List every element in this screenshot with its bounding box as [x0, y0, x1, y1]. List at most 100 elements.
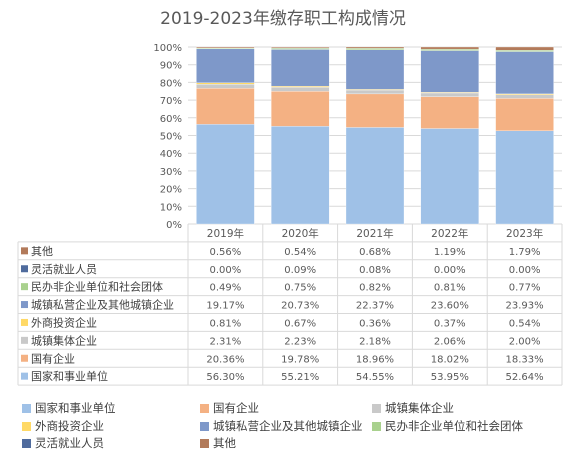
data-label: 23.60%	[431, 301, 469, 312]
data-label: 0.36%	[359, 319, 391, 330]
data-label: 56.30%	[206, 372, 244, 383]
data-label: 0.37%	[434, 319, 466, 330]
table-row-label: 城镇私营企业及其他城镇企业	[31, 298, 174, 312]
data-label: 0.75%	[284, 283, 316, 294]
y-tick-label: 60%	[160, 114, 182, 125]
bar-segment	[346, 90, 404, 94]
data-label: 2.06%	[434, 336, 466, 347]
chart-title: 2019-2023年缴存职工构成情况	[160, 9, 406, 29]
y-tick-label: 0%	[166, 220, 182, 231]
data-label: 0.00%	[210, 265, 242, 276]
table-row-label: 国有企业	[31, 351, 75, 365]
data-label: 22.37%	[356, 301, 394, 312]
table-legend-key	[21, 337, 28, 344]
data-label: 0.54%	[284, 247, 316, 258]
bar-segment	[271, 91, 329, 126]
legend-entry: 灵活就业人员	[35, 436, 104, 450]
y-tick-label: 80%	[160, 78, 182, 89]
data-label: 54.55%	[356, 372, 394, 383]
table-row-label: 国家和事业单位	[31, 369, 108, 383]
table-legend-key	[21, 265, 28, 272]
y-tick-label: 90%	[160, 61, 182, 72]
data-label: 0.09%	[284, 265, 316, 276]
y-tick-label: 40%	[160, 149, 182, 160]
x-category-label: 2022年	[431, 227, 468, 240]
bar-segment	[271, 126, 329, 224]
table-row-label: 灵活就业人员	[31, 262, 97, 276]
table-row-label: 民办非企业单位和社会团体	[31, 280, 163, 294]
data-label: 18.02%	[431, 354, 469, 365]
data-label: 55.21%	[281, 372, 319, 383]
data-label: 19.78%	[281, 354, 319, 365]
legend-swatch	[22, 404, 31, 413]
data-label: 0.00%	[434, 265, 466, 276]
legend-entry: 民办非企业单位和社会团体	[385, 419, 523, 433]
table-legend-key	[21, 301, 28, 308]
data-label: 0.49%	[210, 283, 242, 294]
y-tick-label: 30%	[160, 167, 182, 178]
legend-entry: 外商投资企业	[35, 419, 104, 433]
bar-segment	[346, 94, 404, 128]
legend-swatch	[372, 422, 381, 431]
bar-segment	[421, 51, 479, 93]
data-label: 0.77%	[509, 283, 541, 294]
data-label: 2.31%	[210, 336, 242, 347]
bar-segment	[421, 93, 479, 97]
table-row-label: 外商投资企业	[31, 316, 97, 330]
data-label: 2.00%	[509, 336, 541, 347]
y-tick-label: 20%	[160, 185, 182, 196]
bar-stack-group	[196, 47, 553, 224]
data-label: 20.73%	[281, 301, 319, 312]
bar-segment	[346, 50, 404, 90]
bar-segment	[271, 49, 329, 86]
bar-segment	[271, 87, 329, 91]
bar-segment	[196, 47, 254, 48]
legend-swatch	[200, 422, 209, 431]
bar-segment	[496, 98, 554, 130]
data-label: 53.95%	[431, 372, 469, 383]
x-category-label: 2019年	[207, 227, 244, 240]
data-label: 23.93%	[506, 301, 544, 312]
y-tick-label: 50%	[160, 132, 182, 143]
data-label: 1.79%	[509, 247, 541, 258]
y-tick-label: 10%	[160, 202, 182, 213]
bar-segment	[496, 50, 554, 51]
y-axis: 0%10%20%30%40%50%60%70%80%90%100%	[153, 43, 182, 231]
y-tick-label: 70%	[160, 96, 182, 107]
table-legend-key	[21, 247, 28, 254]
bar-segment	[421, 47, 479, 49]
bar-segment	[271, 48, 329, 49]
data-label: 0.68%	[359, 247, 391, 258]
data-label: 0.81%	[210, 319, 242, 330]
table-row-label: 城镇集体企业	[31, 333, 97, 347]
bar-segment	[496, 95, 554, 99]
data-label: 0.67%	[284, 319, 316, 330]
chart-legend: 国家和事业单位国有企业城镇集体企业外商投资企业城镇私营企业及其他城镇企业民办非企…	[22, 401, 523, 450]
data-label: 0.81%	[434, 283, 466, 294]
legend-entry: 国家和事业单位	[35, 401, 116, 415]
data-label: 0.08%	[359, 265, 391, 276]
bar-segment	[346, 127, 404, 224]
data-label: 19.17%	[206, 301, 244, 312]
legend-swatch	[200, 439, 209, 448]
data-label: 1.19%	[434, 247, 466, 258]
bar-segment	[196, 83, 254, 84]
bar-segment	[196, 124, 254, 224]
legend-swatch	[372, 404, 381, 413]
data-label: 18.96%	[356, 354, 394, 365]
legend-entry: 其他	[213, 436, 236, 450]
bar-segment	[421, 97, 479, 129]
data-label: 2.18%	[359, 336, 391, 347]
data-label: 2.23%	[284, 336, 316, 347]
bar-segment	[271, 86, 329, 87]
table-row-label: 其他	[31, 245, 53, 258]
legend-swatch	[22, 439, 31, 448]
table-legend-key	[21, 283, 28, 290]
data-label: 20.36%	[206, 354, 244, 365]
data-label: 0.56%	[210, 247, 242, 258]
data-label: 0.00%	[509, 265, 541, 276]
table-legend-key	[21, 355, 28, 362]
